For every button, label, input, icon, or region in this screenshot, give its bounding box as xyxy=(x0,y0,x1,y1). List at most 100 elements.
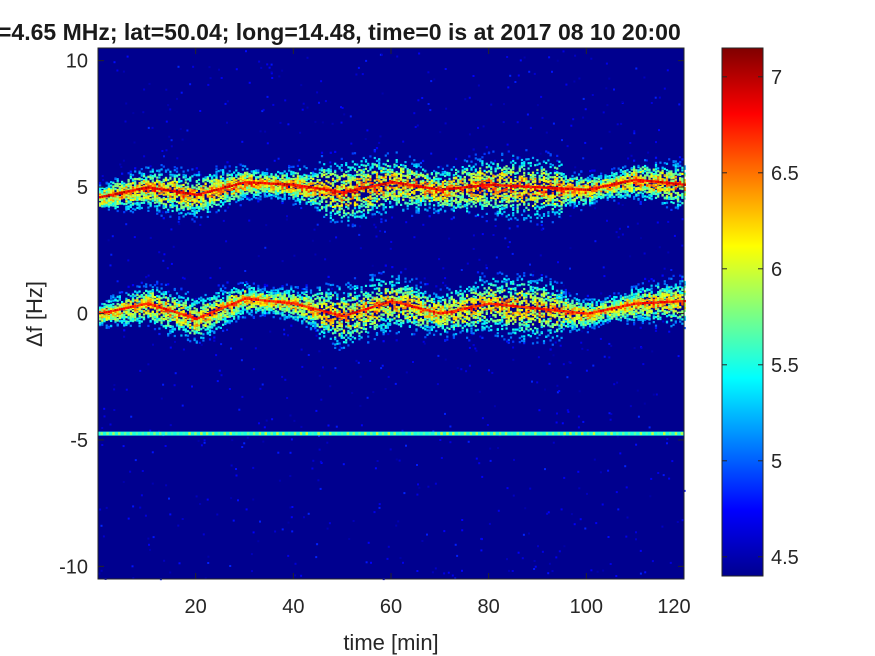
band-cell xyxy=(378,177,380,179)
band-cell xyxy=(215,192,217,194)
band-ridge xyxy=(435,188,437,190)
noise-cell xyxy=(580,518,582,520)
noise-cell xyxy=(473,248,475,250)
band-cell xyxy=(209,198,211,200)
noise-cell xyxy=(170,347,172,349)
noise-cell xyxy=(558,390,560,392)
band-cell xyxy=(468,179,470,181)
noise-cell xyxy=(162,384,164,386)
band-cell xyxy=(477,214,479,216)
band-cell xyxy=(321,199,323,201)
band-cell xyxy=(314,202,316,204)
noise-cell xyxy=(529,264,531,266)
band-cell xyxy=(374,205,376,207)
band-cell xyxy=(380,180,382,182)
band-cell xyxy=(328,195,330,197)
noise-cell xyxy=(265,224,267,226)
band-cell xyxy=(484,192,486,194)
noise-cell xyxy=(529,488,531,490)
band-cell xyxy=(448,180,450,182)
band-cell xyxy=(363,205,365,207)
band-cell xyxy=(220,193,222,195)
band-cell xyxy=(255,189,257,191)
band-cell xyxy=(191,218,193,220)
band-cell xyxy=(420,200,422,202)
band-cell xyxy=(114,188,116,190)
band-cell xyxy=(475,215,477,217)
band-cell xyxy=(306,183,308,185)
band-cell xyxy=(444,175,446,177)
chart-title: =4.65 MHz; lat=50.04; long=14.48, time=0… xyxy=(0,19,681,45)
noise-cell xyxy=(530,127,532,129)
band-cell xyxy=(273,195,275,197)
band-cell xyxy=(246,187,248,189)
band-cell xyxy=(319,179,321,181)
band-cell xyxy=(306,179,308,181)
band-cell xyxy=(367,175,369,177)
band-cell xyxy=(387,189,389,191)
band-cell xyxy=(299,193,301,195)
noise-cell xyxy=(243,442,245,444)
band-cell xyxy=(163,179,165,181)
band-cell xyxy=(468,165,470,167)
band-ridge xyxy=(385,182,387,184)
band-cell xyxy=(211,202,213,204)
band-cell xyxy=(248,190,250,192)
band-cell xyxy=(220,205,222,207)
band-cell xyxy=(303,174,305,176)
band-cell xyxy=(132,199,134,201)
noise-cell xyxy=(476,458,478,460)
noise-cell xyxy=(168,498,170,500)
band-cell xyxy=(167,179,169,181)
band-cell xyxy=(385,155,387,157)
band-cell xyxy=(99,205,101,207)
band-cell xyxy=(325,201,327,203)
band-cell xyxy=(323,206,325,208)
band-cell xyxy=(473,197,475,199)
band-cell xyxy=(270,197,272,199)
band-cell xyxy=(139,195,141,197)
band-cell xyxy=(363,157,365,159)
band-cell xyxy=(361,203,363,205)
noise-cell xyxy=(264,247,266,249)
noise-cell xyxy=(439,439,441,441)
noise-cell xyxy=(555,556,557,558)
band-cell xyxy=(433,180,435,182)
band-cell xyxy=(393,166,395,168)
noise-cell xyxy=(165,445,167,447)
noise-cell xyxy=(587,328,589,330)
band-cell xyxy=(136,199,138,201)
band-cell xyxy=(429,177,431,179)
band-cell xyxy=(481,190,483,192)
band-cell xyxy=(277,180,279,182)
band-cell xyxy=(343,184,345,186)
band-cell xyxy=(220,190,222,192)
band-cell xyxy=(365,206,367,208)
band-cell xyxy=(128,193,130,195)
band-cell xyxy=(134,203,136,205)
noise-cell xyxy=(668,478,670,480)
band-cell xyxy=(176,181,178,183)
band-cell xyxy=(229,203,231,205)
band-cell xyxy=(222,177,224,179)
noise-cell xyxy=(316,335,318,337)
band-cell xyxy=(391,192,393,194)
noise-cell xyxy=(508,570,510,572)
band-cell xyxy=(281,190,283,192)
band-cell xyxy=(462,205,464,207)
noise-cell xyxy=(391,217,393,219)
band-ridge xyxy=(117,192,119,194)
band-cell xyxy=(196,216,198,218)
band-cell xyxy=(196,196,198,198)
noise-cell xyxy=(241,359,243,361)
band-cell xyxy=(141,178,143,180)
noise-cell xyxy=(427,71,429,73)
noise-cell xyxy=(245,281,247,283)
band-cell xyxy=(125,194,127,196)
band-cell xyxy=(244,184,246,186)
noise-cell xyxy=(514,206,516,208)
noise-cell xyxy=(148,275,150,277)
band-cell xyxy=(231,191,233,193)
band-cell xyxy=(422,197,424,199)
band-cell xyxy=(437,179,439,181)
